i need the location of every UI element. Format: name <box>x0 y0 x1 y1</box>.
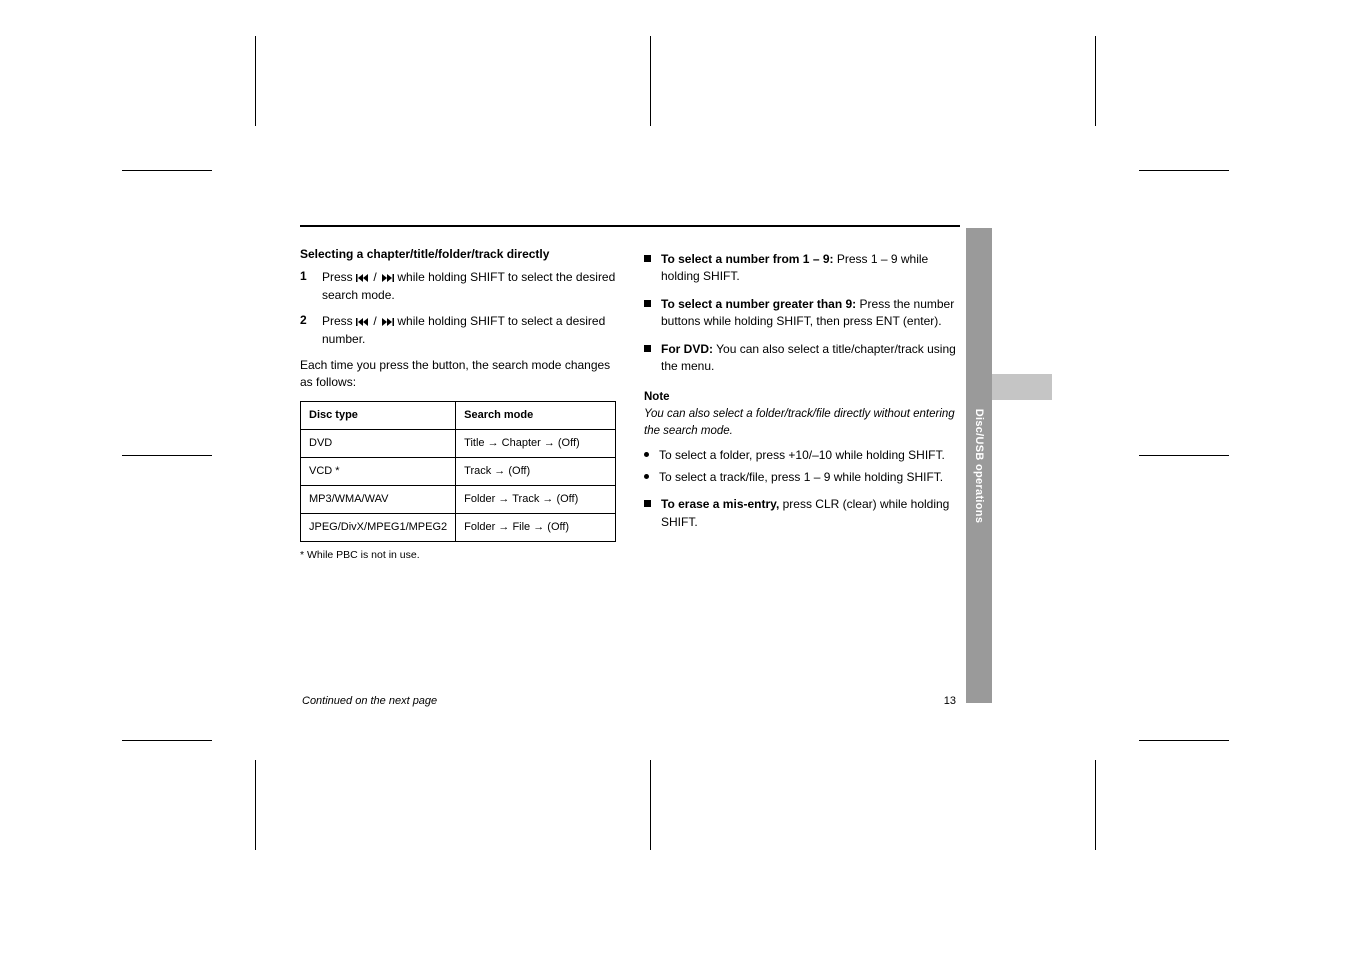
crop-mark <box>122 740 212 741</box>
side-tab-label: Disc/USB operations <box>973 408 985 523</box>
crop-mark <box>255 36 256 126</box>
page-body: Selecting a chapter/title/folder/track d… <box>300 225 960 571</box>
table-header-disc-type: Disc type <box>301 402 456 430</box>
cell-search-mode: Folder → File → (Off) <box>456 513 616 541</box>
search-mode-table: Disc type Search mode DVD Title → Chapte… <box>300 401 616 541</box>
thumb-tab <box>992 374 1052 400</box>
step-1: 1 Press / while holding SHIFT to select … <box>300 269 616 305</box>
crop-mark <box>255 760 256 850</box>
cell-disc-type: JPEG/DivX/MPEG1/MPEG2 <box>301 513 456 541</box>
table-row: JPEG/DivX/MPEG1/MPEG2 Folder → File → (O… <box>301 513 616 541</box>
dot-bullet-icon <box>644 452 649 457</box>
prev-track-icon <box>356 314 370 331</box>
square-bullet-icon <box>644 500 651 507</box>
next-track-icon <box>380 270 394 287</box>
bullet-item: To select a folder, press +10/–10 while … <box>644 447 960 464</box>
crop-mark <box>1095 36 1096 126</box>
continued-footnote: Continued on the next page <box>302 695 437 707</box>
table-row: VCD * Track → (Off) <box>301 458 616 486</box>
section-heading: Selecting a chapter/title/folder/track d… <box>300 247 616 261</box>
table-footnote: * While PBC is not in use. <box>300 548 616 563</box>
cell-disc-type: DVD <box>301 430 456 458</box>
dot-bullet-icon <box>644 474 649 479</box>
crop-mark <box>1139 170 1229 171</box>
bullet-item: To select a track/file, press 1 – 9 whil… <box>644 469 960 486</box>
square-bullet-icon <box>644 255 651 262</box>
note-block: Note You can also select a folder/track/… <box>644 389 960 439</box>
crop-mark <box>1095 760 1096 850</box>
search-modes-intro: Each time you press the button, the sear… <box>300 357 616 392</box>
table-row: MP3/WMA/WAV Folder → Track → (Off) <box>301 485 616 513</box>
bullet-body: To select a folder, press +10/–10 while … <box>659 447 960 464</box>
square-bullet-icon <box>644 300 651 307</box>
bullet-item: To select a number greater than 9: Press… <box>644 296 960 331</box>
page-number: 13 <box>944 695 956 707</box>
bullet-lead: For DVD: <box>661 342 713 356</box>
bullet-item: For DVD: You can also select a title/cha… <box>644 341 960 376</box>
bullet-item: To select a number from 1 – 9: Press 1 –… <box>644 251 960 286</box>
bullet-lead: To select a number greater than 9: <box>661 297 856 311</box>
step-number: 1 <box>300 269 314 305</box>
table-header-search-mode: Search mode <box>456 402 616 430</box>
table-row: DVD Title → Chapter → (Off) <box>301 430 616 458</box>
side-tab: Disc/USB operations <box>966 228 992 703</box>
section-rule <box>300 225 960 227</box>
bullet-lead: To select a number from 1 – 9: <box>661 252 834 266</box>
crop-mark <box>122 455 212 456</box>
bullet-body: To select a track/file, press 1 – 9 whil… <box>659 469 960 486</box>
cell-disc-type: MP3/WMA/WAV <box>301 485 456 513</box>
step-2: 2 Press / while holding SHIFT to select … <box>300 313 616 349</box>
crop-mark <box>650 36 651 126</box>
crop-mark <box>650 760 651 850</box>
cell-disc-type: VCD * <box>301 458 456 486</box>
cell-search-mode: Track → (Off) <box>456 458 616 486</box>
crop-mark <box>1139 455 1229 456</box>
step-text: Press / while holding SHIFT to select th… <box>322 269 616 305</box>
prev-track-icon <box>356 270 370 287</box>
bullet-lead: To erase a mis-entry, <box>661 497 779 511</box>
step-number: 2 <box>300 313 314 349</box>
crop-mark <box>1139 740 1229 741</box>
note-heading: Note <box>644 391 670 403</box>
next-track-icon <box>380 314 394 331</box>
step-text: Press / while holding SHIFT to select a … <box>322 313 616 349</box>
crop-mark <box>122 170 212 171</box>
bullet-item: To erase a mis-entry, press CLR (clear) … <box>644 496 960 531</box>
left-column: Selecting a chapter/title/folder/track d… <box>300 241 616 571</box>
right-column: To select a number from 1 – 9: Press 1 –… <box>644 241 960 571</box>
note-body: You can also select a folder/track/file … <box>644 408 955 437</box>
cell-search-mode: Folder → Track → (Off) <box>456 485 616 513</box>
cell-search-mode: Title → Chapter → (Off) <box>456 430 616 458</box>
square-bullet-icon <box>644 345 651 352</box>
